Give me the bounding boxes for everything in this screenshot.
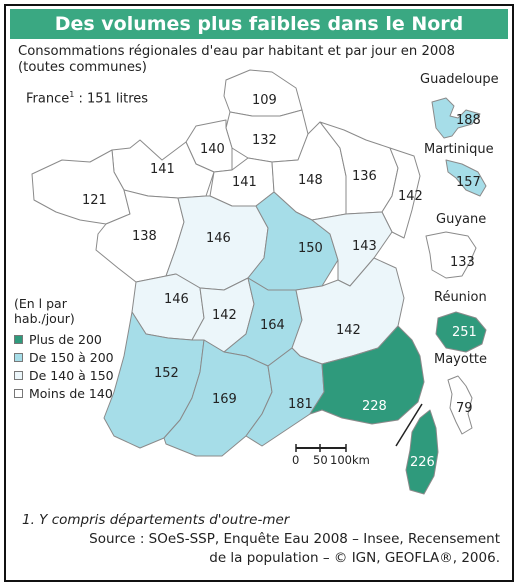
value-bretagne: 121 [82,193,107,208]
scale-label-zero: 0 [292,453,300,467]
value-auvergne: 164 [260,318,285,333]
value-picardie: 132 [252,133,277,148]
value-poitou-charentes: 146 [164,292,189,307]
title-banner: Des volumes plus faibles dans le Nord [10,9,508,39]
region-paca [309,325,425,425]
value-franche-comte: 143 [352,239,377,254]
value-champagne-ardenne: 148 [298,173,323,188]
mainland-regions [31,69,439,495]
value-martinique: 157 [456,175,481,190]
legend-label: Moins de 140 [29,385,113,401]
value-paca: 228 [362,399,387,414]
region-mayotte [447,375,473,435]
scale-bar [295,444,347,452]
value-haute-normandie: 140 [200,142,225,157]
scale-label-end: 100km [330,453,370,467]
value-centre: 146 [206,231,231,246]
legend-swatch [14,388,23,398]
value-pays-de-la-loire: 138 [132,229,157,244]
value-languedoc-roussillon: 181 [288,397,313,412]
legend-label: De 150 à 200 [29,349,114,365]
legend-item: De 140 à 150 [14,366,114,384]
legend-title: (En l par hab./jour) [14,296,75,326]
corsica-separator [395,403,423,447]
label-martinique: Martinique [424,142,494,157]
legend: Plus de 200 De 150 à 200 De 140 à 150 Mo… [14,330,114,402]
value-corse: 226 [410,455,435,470]
region-values: 109 140 132 141 141 148 136 142 121 138 … [82,93,481,470]
france-total: France1 : 151 litres [26,90,149,107]
legend-item: Moins de 140 [14,384,114,402]
value-ile-de-france: 141 [232,175,257,190]
scale-label-mid: 50 [313,453,328,467]
value-reunion: 251 [452,325,477,340]
region-languedoc-roussillon [245,347,325,447]
legend-swatch [14,334,23,344]
label-mayotte: Mayotte [434,352,488,367]
value-limousin: 142 [212,308,237,323]
overseas-regions [425,97,487,435]
legend-item: De 150 à 200 [14,348,114,366]
legend-item: Plus de 200 [14,330,114,348]
region-midi-pyrenees [163,339,273,457]
map-subtitle: Consommations régionales d'eau par habit… [18,44,456,75]
value-bourgogne: 150 [298,241,323,256]
region-guadeloupe [431,97,481,139]
label-guadeloupe: Guadeloupe [420,72,499,87]
value-alsace: 142 [398,189,423,204]
region-reunion [435,311,487,353]
legend-swatch [14,352,23,362]
value-basse-normandie: 141 [150,162,175,177]
legend-label: Plus de 200 [29,331,102,347]
region-alsace [381,147,421,239]
legend-swatch [14,370,23,380]
value-nord-pas-de-calais: 109 [252,93,277,108]
value-mayotte: 79 [456,401,473,416]
figure-frame [4,4,514,582]
label-guyane: Guyane [436,212,487,227]
value-aquitaine: 152 [154,366,179,381]
legend-label: De 140 à 150 [29,367,114,383]
label-reunion: Réunion [434,290,487,305]
value-midi-pyrenees: 169 [212,392,237,407]
region-martinique [445,159,487,197]
value-rhone-alpes: 142 [336,323,361,338]
footnote: 1. Y compris départements d'outre-mer [22,512,290,528]
source-credit: Source : SOeS-SSP, Enquête Eau 2008 – In… [89,531,500,566]
region-corse [405,409,439,495]
value-guadeloupe: 188 [456,113,481,128]
value-guyane: 133 [450,255,475,270]
value-lorraine: 136 [352,169,377,184]
region-guyane [425,231,477,279]
